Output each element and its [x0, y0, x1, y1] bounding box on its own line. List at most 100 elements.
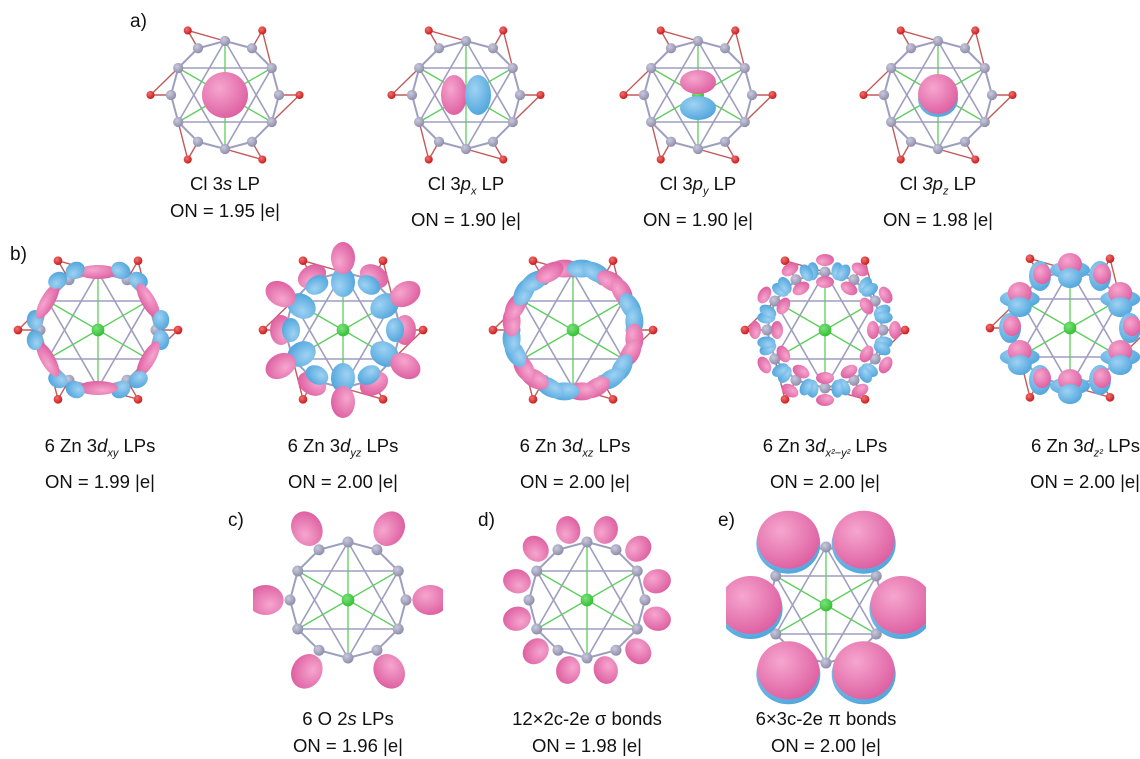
orbital-lobe	[78, 265, 118, 279]
sigma-bond-lobe	[643, 606, 671, 631]
zn-atom	[514, 89, 526, 101]
orbital-lobe	[816, 254, 834, 266]
o-atom	[780, 394, 790, 404]
o-atom	[258, 155, 267, 164]
o-zn-bond	[187, 29, 226, 42]
orbital-lobe	[65, 381, 85, 399]
o-atom	[499, 155, 508, 164]
o-zn-bond	[149, 67, 179, 96]
o-zn-bond	[984, 94, 1014, 123]
o-atom	[258, 325, 268, 335]
zn-atom	[581, 536, 593, 548]
o-atom	[528, 256, 538, 266]
o-atom	[378, 256, 388, 266]
orbital-lobe	[918, 74, 958, 114]
orbital-lobe	[680, 96, 716, 120]
zn-atom	[414, 116, 425, 128]
pi-bond-lobe	[832, 641, 895, 700]
o-zn-bond	[622, 67, 652, 96]
o-zn-bond	[744, 94, 774, 123]
orbital-lobe	[1108, 355, 1133, 375]
zn-atom	[979, 116, 990, 128]
orbital-lobe	[136, 283, 160, 319]
zn-atom	[770, 628, 782, 640]
orbital-lobe	[1033, 367, 1051, 388]
zn-atom	[531, 565, 543, 577]
orbital-lobe	[831, 379, 844, 398]
o-atom	[731, 155, 740, 164]
zn-atom	[392, 623, 404, 635]
o-atom	[13, 325, 23, 335]
panel-label-e: e)	[718, 510, 735, 531]
orbital-lobe	[776, 297, 791, 315]
o-zn-bond	[512, 94, 542, 123]
o-atom	[780, 256, 790, 266]
zn-atom	[273, 89, 285, 101]
orbital-lobe	[777, 277, 792, 294]
orbital-lobe	[861, 282, 878, 297]
zn-atom	[692, 35, 704, 47]
o-zn-bond	[224, 148, 263, 161]
orbital-lobe	[1033, 264, 1051, 285]
pi-bond-lobe	[870, 576, 926, 634]
orbital-lobe	[1058, 384, 1082, 404]
cl-zn-bond	[347, 570, 399, 601]
zn-atom	[173, 62, 184, 74]
caption-zn-3dyz: 6 Zn 3dyz LPs ON = 2.00 |e|	[287, 435, 399, 492]
o-atom	[528, 394, 538, 404]
zn-atom	[761, 324, 773, 336]
o-atom	[656, 155, 665, 164]
orbital-lobe	[1108, 297, 1133, 317]
zn-atom	[869, 353, 881, 365]
zn-atom	[581, 652, 593, 664]
orbital-lobe	[792, 281, 810, 296]
cl-zn-bond	[97, 300, 149, 331]
orbital-lobe	[1003, 316, 1021, 336]
zn-atom	[460, 35, 472, 47]
zn-atom	[769, 295, 781, 307]
sigma-bond-lobe	[625, 638, 652, 665]
o-atom	[731, 26, 740, 35]
o-atom	[133, 394, 143, 404]
zn-atom	[371, 644, 383, 656]
orbital-lobe	[331, 242, 355, 274]
panel-label-c: c)	[228, 510, 244, 531]
cl-zn-bond	[536, 599, 588, 630]
o-zn-bond	[900, 29, 939, 42]
zn-atom	[610, 544, 622, 556]
zn-atom	[979, 62, 990, 74]
cl-atom	[818, 323, 832, 337]
o-atom	[499, 26, 508, 35]
cl-zn-bond	[825, 604, 877, 635]
zn-atom	[719, 136, 731, 147]
o-atom	[1025, 254, 1035, 264]
sigma-bond-lobe	[593, 656, 618, 684]
orbital-lobe	[859, 345, 874, 363]
o-atom	[387, 90, 396, 100]
orbital-lobe	[282, 318, 300, 342]
zn-3dxz-lps-orbital-figure	[488, 256, 658, 404]
o-2s-lobe	[253, 585, 284, 615]
cl-atom	[336, 323, 350, 337]
orbital-lobe	[840, 281, 858, 296]
zn-atom	[820, 541, 832, 553]
zn-atom	[932, 143, 944, 155]
cl-atom	[819, 598, 833, 612]
o-atom	[488, 325, 498, 335]
o-2s-lobe	[373, 654, 405, 689]
cl-zn-bond	[522, 329, 574, 360]
cl-atom	[566, 323, 580, 337]
o-atom	[258, 26, 267, 35]
zn-atom	[313, 644, 325, 656]
orbital-lobe	[799, 264, 814, 282]
sigma-bonds-orbital-figure	[503, 516, 671, 684]
zn-atom	[665, 136, 677, 147]
caption-sigma-bonds: 12×2c-2e σ bonds ON = 1.98 |e|	[512, 708, 662, 756]
pi-bonds-orbital-figure	[726, 510, 926, 705]
zn-atom	[292, 565, 304, 577]
zn-atom	[313, 544, 325, 556]
cl-zn-bond	[572, 300, 624, 331]
sigma-bond-lobe	[625, 535, 652, 562]
zn-atom	[433, 136, 445, 147]
orbital-lobe	[858, 366, 873, 383]
